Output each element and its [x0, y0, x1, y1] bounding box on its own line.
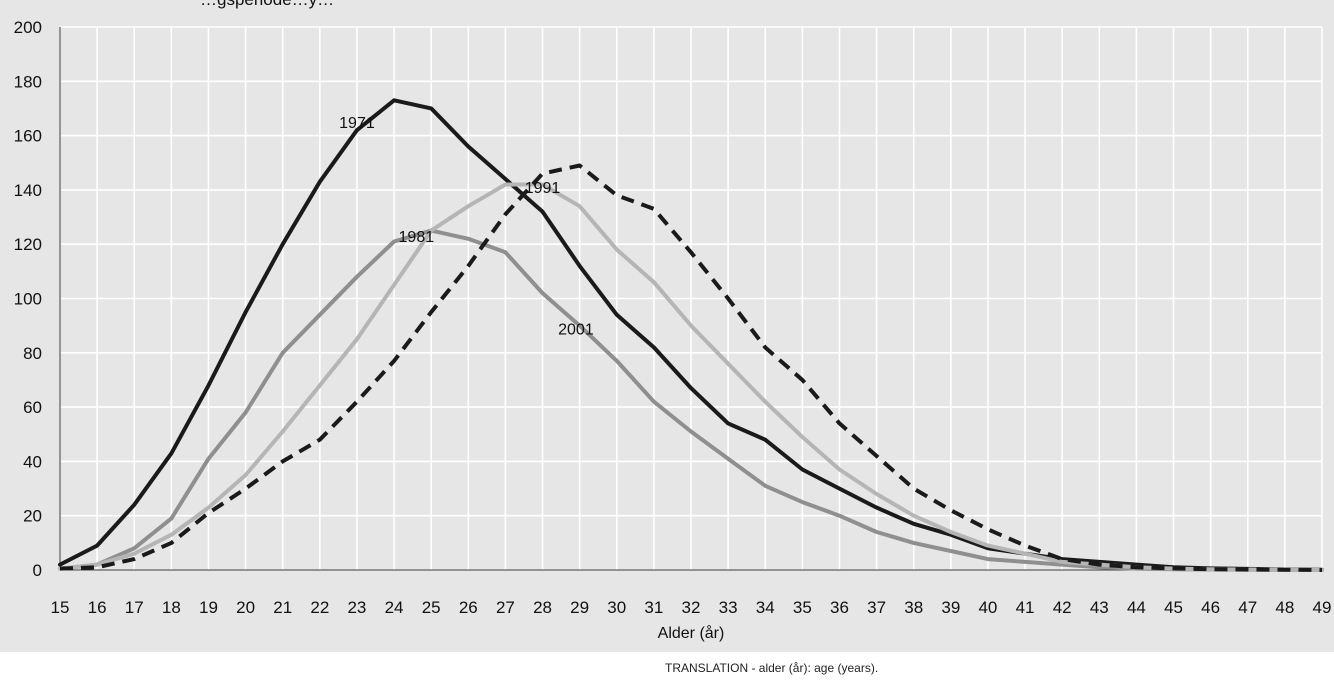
x-tick-label: 41: [1016, 598, 1035, 617]
x-tick-label: 46: [1201, 598, 1220, 617]
axes: [59, 27, 1322, 571]
x-axis-title: Alder (år): [658, 624, 725, 642]
x-tick-label: 45: [1164, 598, 1183, 617]
x-tick-label: 15: [51, 598, 70, 617]
x-tick-label: 24: [385, 598, 404, 617]
x-tick-label: 38: [904, 598, 923, 617]
x-tick-label: 32: [682, 598, 701, 617]
y-tick-label: 180: [14, 72, 42, 91]
y-tick-label: 80: [23, 344, 42, 363]
series-label-1981: 1981: [399, 229, 435, 246]
series-label-1991: 1991: [525, 180, 561, 197]
x-tick-label: 35: [793, 598, 812, 617]
series-labels: 1971 1981 1991 2001: [339, 115, 594, 338]
x-tick-label: 47: [1238, 598, 1257, 617]
x-tick-label: 16: [88, 598, 107, 617]
translation-note: TRANSLATION - alder (år): age (years).: [665, 661, 879, 675]
x-tick-label: 26: [459, 598, 478, 617]
x-tick-label: 31: [644, 598, 663, 617]
series-line-1981: [58, 228, 1324, 572]
x-tick-label: 48: [1275, 598, 1294, 617]
series-label-2001: 2001: [558, 321, 594, 338]
x-tick-label: 20: [236, 598, 255, 617]
chart-area: 0 20 40 60 80 100 120 140 160 180 200 15 16 17 18 19 20…: [0, 0, 1334, 652]
y-tick-label: 100: [14, 290, 42, 309]
x-tick-label: 17: [125, 598, 144, 617]
y-tick-label: 0: [33, 561, 42, 580]
series-label-1971: 1971: [339, 115, 375, 132]
x-tick-label: 18: [162, 598, 181, 617]
x-tick-label: 28: [533, 598, 552, 617]
x-tick-label: 42: [1053, 598, 1072, 617]
x-tick-label: 34: [756, 598, 775, 617]
x-tick-label: 25: [422, 598, 441, 617]
series-lines: [58, 98, 1324, 572]
x-tick-label: 36: [830, 598, 849, 617]
x-tick-label: 30: [607, 598, 626, 617]
x-tick-labels: 15 16 17 18 19 20 21 22 23 24 25 26 27 28 29 30 31 32 33 34…: [51, 598, 1332, 617]
series-line-1971: [58, 98, 1324, 572]
y-tick-label: 60: [23, 398, 42, 417]
y-tick-label: 140: [14, 181, 42, 200]
x-tick-label: 23: [347, 598, 366, 617]
x-tick-label: 19: [199, 598, 218, 617]
x-tick-label: 29: [570, 598, 589, 617]
clipped-title: …gsperiode…y…: [200, 0, 334, 10]
x-tick-label: 21: [273, 598, 292, 617]
x-tick-label: 43: [1090, 598, 1109, 617]
y-tick-label: 20: [23, 507, 42, 526]
x-tick-label: 39: [941, 598, 960, 617]
y-tick-label: 120: [14, 235, 42, 254]
x-tick-label: 27: [496, 598, 515, 617]
y-tick-label: 200: [14, 18, 42, 37]
y-tick-label: 40: [23, 452, 42, 471]
x-tick-label: 40: [978, 598, 997, 617]
line-chart: 0 20 40 60 80 100 120 140 160 180 200 15 16 17 18 19 20…: [14, 18, 1332, 642]
x-tick-label: 22: [310, 598, 329, 617]
y-tick-label: 160: [14, 127, 42, 146]
y-tick-labels: 0 20 40 60 80 100 120 140 160 180 200: [14, 18, 42, 580]
x-tick-label: 37: [867, 598, 886, 617]
x-tick-label: 44: [1127, 598, 1146, 617]
x-tick-label: 33: [719, 598, 738, 617]
x-tick-label: 49: [1313, 598, 1332, 617]
series-line-2001: [59, 163, 1323, 572]
